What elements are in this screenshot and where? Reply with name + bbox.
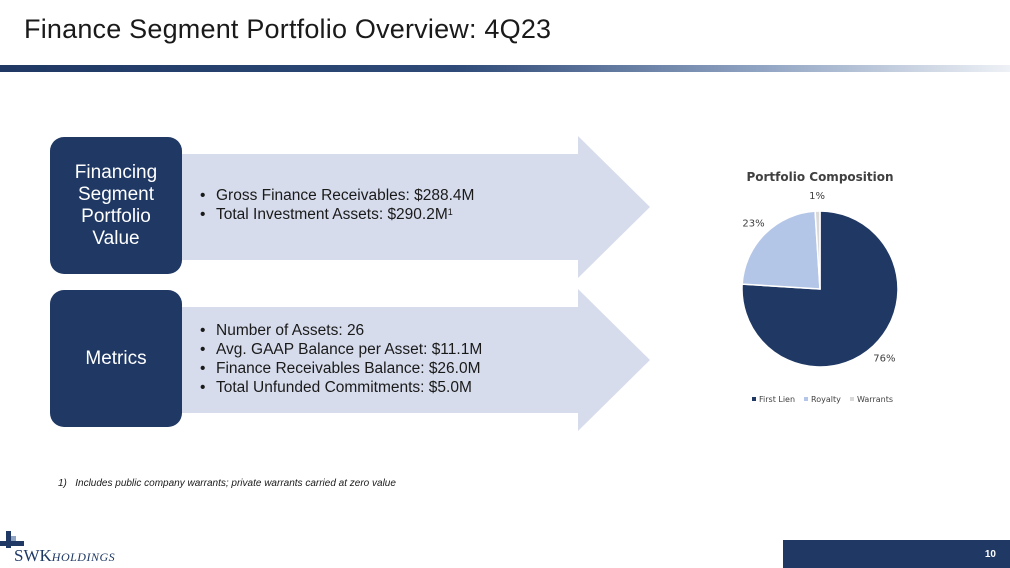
legend-swatch: [850, 397, 854, 401]
page-number: 10: [984, 549, 996, 560]
pie-data-label: 76%: [873, 354, 895, 365]
footnote-marker: 1: [447, 207, 453, 217]
bullet-item: Gross Finance Receivables: $288.4M: [198, 186, 474, 205]
box-label-line: Value: [92, 227, 140, 249]
page-number-bar: 10: [783, 540, 1010, 568]
box-label-line: Portfolio: [81, 205, 151, 227]
legend-swatch: [804, 397, 808, 401]
box-label-line: Metrics: [85, 347, 147, 369]
portfolio-composition-chart: Portfolio Composition 76% 23% 1% First Lie…: [741, 170, 899, 404]
legend-label: Royalty: [811, 395, 841, 404]
title-underline-bar: [0, 65, 1010, 72]
metrics-bullet-list: Number of Assets: 26 Avg. GAAP Balance p…: [198, 321, 482, 397]
footnote: 1) Includes public company warrants; pri…: [58, 478, 396, 489]
bullet-item: Total Investment Assets: $290.2M1: [198, 205, 474, 224]
financing-segment-box: Financing Segment Portfolio Value: [50, 137, 182, 274]
bullet-item: Finance Receivables Balance: $26.0M: [198, 359, 482, 378]
bullet-item: Number of Assets: 26: [198, 321, 482, 340]
pie-slice-royalty: [741, 210, 821, 290]
bullet-item: Total Unfunded Commitments: $5.0M: [198, 378, 482, 397]
metrics-box: Metrics: [50, 290, 182, 427]
pie-data-label: 23%: [742, 219, 764, 230]
legend-label: First Lien: [759, 395, 795, 404]
page-title: Finance Segment Portfolio Overview: 4Q23: [24, 14, 552, 44]
legend-swatch: [752, 397, 756, 401]
pie-data-label: 1%: [809, 191, 825, 202]
financing-bullet-list: Gross Finance Receivables: $288.4M Total…: [198, 186, 474, 224]
swk-logo: [0, 531, 24, 548]
legend-label: Warrants: [857, 395, 893, 404]
logo-sub: HOLDINGS: [51, 550, 116, 564]
box-label-line: Segment: [77, 183, 155, 205]
bullet-item: Avg. GAAP Balance per Asset: $11.1M: [198, 340, 482, 359]
box-label-line: Financing: [74, 161, 158, 183]
logo-name: SWK: [14, 546, 52, 565]
logo-text: SWKHOLDINGS: [14, 546, 115, 566]
pie-slice-warrants: [814, 210, 821, 290]
chart-title: Portfolio Composition: [746, 170, 893, 184]
